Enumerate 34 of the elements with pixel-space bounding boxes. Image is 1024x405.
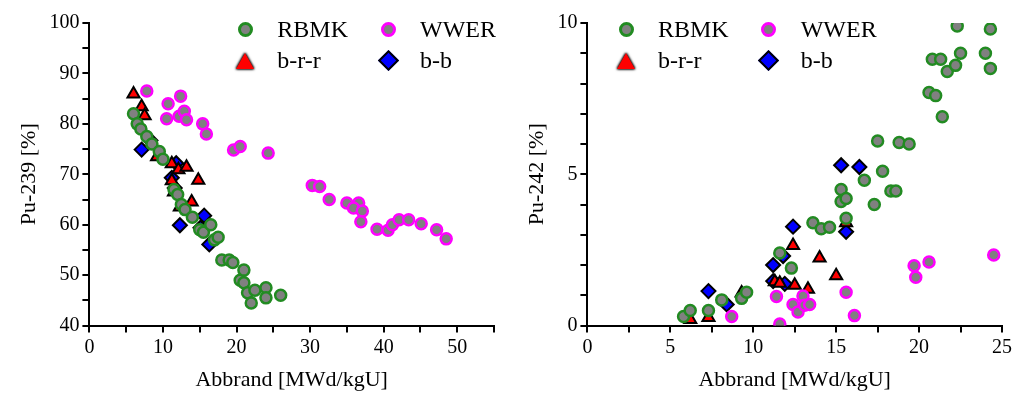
- x-tick-label: 10: [743, 334, 764, 357]
- x-tick-label: 15: [826, 334, 847, 357]
- x-tick-label: 50: [447, 334, 468, 357]
- legend-label: RBMK: [658, 16, 729, 43]
- legend-label: WWER: [420, 16, 496, 43]
- x-tick-label: 30: [300, 334, 321, 357]
- y-tick-label: 50: [59, 262, 80, 285]
- x-tick-label: 25: [992, 334, 1012, 357]
- legend-label: WWER: [800, 16, 877, 43]
- legend-label: b-b: [420, 47, 453, 74]
- x-axis-title: Abbrand [MWd/kgU]: [195, 365, 388, 391]
- legend-label: b-r-r: [277, 47, 321, 74]
- y-tick-label: 60: [59, 211, 80, 234]
- x-tick-label: 20: [909, 334, 930, 357]
- x-tick-label: 5: [665, 334, 676, 357]
- y-tick-label: 100: [49, 10, 80, 33]
- y-tick-label: 0: [567, 312, 578, 335]
- y-tick-label: 40: [59, 312, 80, 335]
- y-tick-label: 90: [59, 60, 80, 83]
- legend-label: b-b: [800, 47, 833, 74]
- y-tick-label: 5: [567, 161, 578, 184]
- y-axis-title: Pu-239 [%]: [14, 123, 40, 226]
- x-tick-label: 0: [84, 334, 95, 357]
- x-axis-title: Abbrand [MWd/kgU]: [698, 365, 891, 391]
- x-tick-label: 40: [373, 334, 394, 357]
- y-tick-label: 70: [59, 161, 80, 184]
- y-axis-title: Pu-242 [%]: [522, 123, 548, 226]
- y-tick-label: 80: [59, 111, 80, 134]
- legend-label: RBMK: [277, 16, 349, 43]
- y-tick-label: 10: [557, 10, 578, 33]
- x-tick-label: 0: [582, 334, 593, 357]
- x-tick-label: 10: [152, 334, 173, 357]
- x-tick-label: 20: [226, 334, 247, 357]
- legend-label: b-r-r: [658, 47, 702, 74]
